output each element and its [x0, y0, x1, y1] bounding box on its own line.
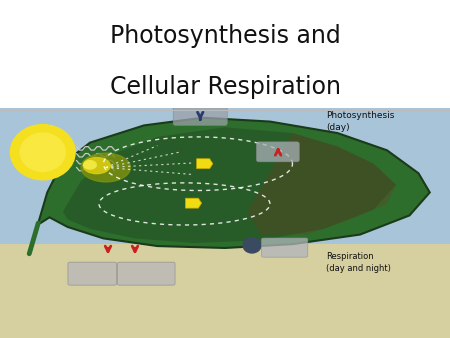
Polygon shape: [197, 159, 213, 169]
FancyBboxPatch shape: [261, 238, 308, 257]
FancyBboxPatch shape: [117, 262, 175, 285]
Bar: [0, 244, 450, 338]
Polygon shape: [63, 127, 396, 243]
Text: Cellular Respiration: Cellular Respiration: [109, 75, 341, 99]
Text: Photosynthesis and: Photosynthesis and: [110, 24, 340, 48]
Ellipse shape: [81, 153, 130, 182]
Circle shape: [20, 133, 65, 171]
Ellipse shape: [83, 158, 110, 174]
FancyBboxPatch shape: [68, 262, 117, 285]
Text: Photosynthesis
(day): Photosynthesis (day): [326, 111, 395, 132]
FancyBboxPatch shape: [173, 107, 227, 125]
Ellipse shape: [84, 161, 96, 169]
Circle shape: [243, 238, 261, 253]
Text: Respiration
(day and night): Respiration (day and night): [326, 252, 391, 273]
Polygon shape: [38, 118, 430, 248]
Circle shape: [10, 125, 75, 180]
Bar: [0, 108, 450, 250]
FancyBboxPatch shape: [256, 142, 299, 162]
Polygon shape: [185, 198, 202, 208]
Polygon shape: [248, 133, 396, 235]
